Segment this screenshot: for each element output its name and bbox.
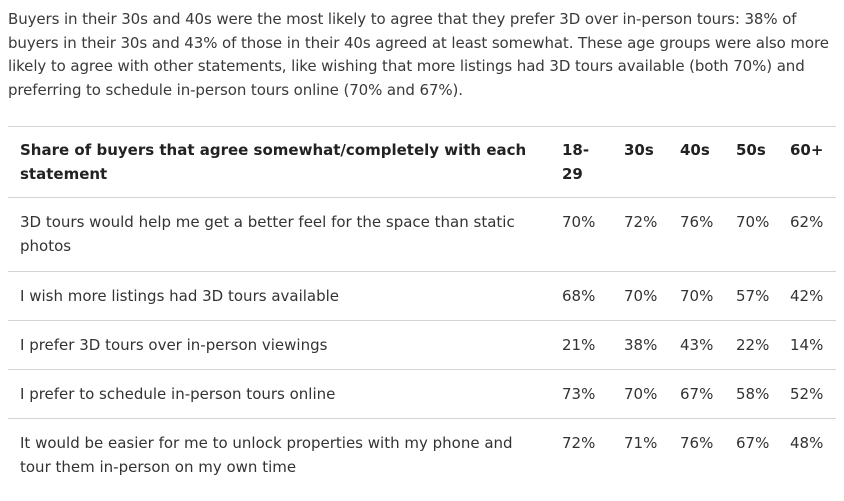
row-value-30s: 70% [624,287,658,305]
header-col-40s: 40s [680,141,710,159]
row-value-60-plus: 48% [790,434,824,452]
row-value-60-plus: 62% [790,213,824,231]
header-col-60-plus: 60+ [790,141,824,159]
row-value-18-29: 21% [562,336,596,354]
row-statement: I wish more listings had 3D tours availa… [20,287,340,305]
row-value-30s: 70% [624,385,658,403]
row-value-40s: 70% [680,287,714,305]
row-statement: 3D tours would help me get a better feel… [20,213,515,255]
row-value-30s: 71% [624,434,658,452]
table-row: I prefer to schedule in-person tours onl… [8,370,836,419]
row-statement: I prefer to schedule in-person tours onl… [20,385,336,403]
row-value-40s: 67% [680,385,714,403]
row-value-50s: 58% [736,385,770,403]
row-value-50s: 70% [736,213,770,231]
header-col-18-29: 18-29 [562,141,590,183]
intro-paragraph: Buyers in their 30s and 40s were the mos… [8,10,829,99]
row-value-50s: 67% [736,434,770,452]
row-value-18-29: 73% [562,385,596,403]
row-value-30s: 38% [624,336,658,354]
row-value-50s: 57% [736,287,770,305]
table-row: It would be easier for me to unlock prop… [8,419,836,489]
table-header-row: Share of buyers that agree somewhat/comp… [8,127,836,198]
row-value-60-plus: 14% [790,336,824,354]
row-statement: I prefer 3D tours over in-person viewing… [20,336,328,354]
table-row: I wish more listings had 3D tours availa… [8,272,836,321]
row-value-40s: 76% [680,434,714,452]
header-col-50s: 50s [736,141,766,159]
row-value-60-plus: 52% [790,385,824,403]
table-row: 3D tours would help me get a better feel… [8,198,836,272]
row-value-40s: 43% [680,336,714,354]
row-value-50s: 22% [736,336,770,354]
header-statement-label: Share of buyers that agree somewhat/comp… [20,141,527,183]
row-value-18-29: 72% [562,434,596,452]
table-row: I prefer 3D tours over in-person viewing… [8,321,836,370]
row-value-30s: 72% [624,213,658,231]
row-value-40s: 76% [680,213,714,231]
row-value-18-29: 70% [562,213,596,231]
row-value-60-plus: 42% [790,287,824,305]
row-statement: It would be easier for me to unlock prop… [20,434,513,476]
agreement-table: Share of buyers that agree somewhat/comp… [8,126,836,489]
row-value-18-29: 68% [562,287,596,305]
header-col-30s: 30s [624,141,654,159]
